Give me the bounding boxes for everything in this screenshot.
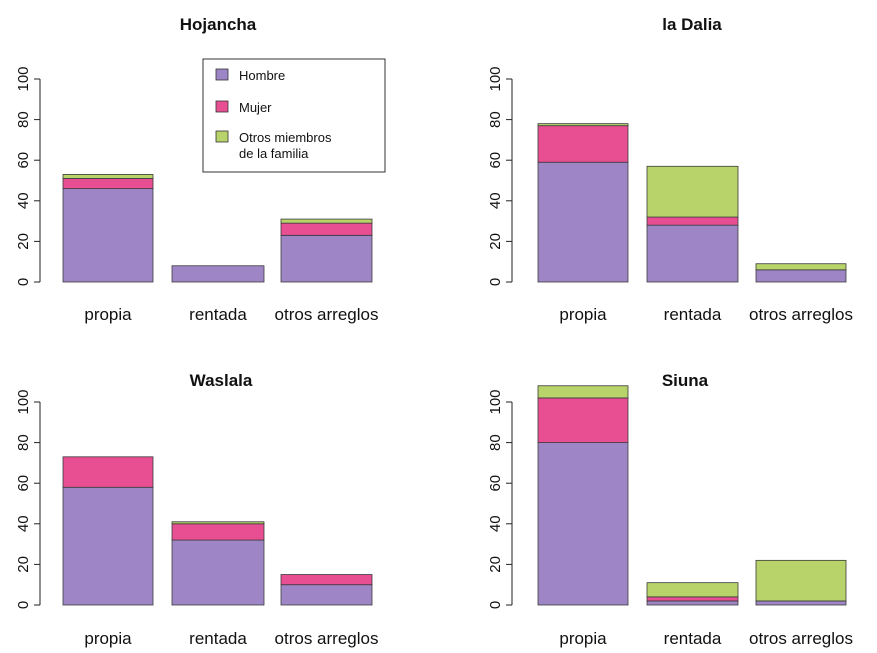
bar-segment-mujer [646, 596, 739, 602]
legend-label: de la familia [239, 146, 309, 161]
panel-title: la Dalia [662, 15, 722, 34]
chart-panel-1: Hojancha 0 20 40 60 80 100 propia rentada otros a… [15, 15, 378, 324]
chart-panel-4: Siuna 0 20 40 60 80 100 propia rentada otros arre… [487, 371, 853, 648]
bar-segment-otros [537, 123, 629, 127]
y-tick-label: 40 [487, 192, 504, 209]
bar-segment-hombre [755, 269, 847, 283]
category-label: otros arreglos [749, 629, 853, 648]
chart-panel-2: la Dalia 0 20 40 60 80 100 propia rentada otros a… [487, 15, 853, 324]
y-tick-label: 80 [15, 111, 32, 128]
bar-segment-hombre [755, 600, 847, 606]
bar-segment-hombre [171, 539, 265, 606]
y-tick-label: 40 [487, 515, 504, 532]
legend-label: Otros miembros [239, 130, 332, 145]
bar-segment-hombre [280, 584, 373, 606]
y-tick-label: 100 [15, 389, 32, 414]
legend-swatch-otros [215, 130, 229, 143]
category-label: rentada [189, 629, 247, 648]
bar-segment-mujer [537, 397, 629, 444]
y-tick-label: 40 [15, 515, 32, 532]
y-tick-label: 80 [487, 434, 504, 451]
bar-segment-otros [646, 582, 739, 598]
y-tick-label: 40 [15, 192, 32, 209]
bar-segment-mujer [62, 456, 154, 488]
chart-panel-3: Waslala 0 20 40 60 80 100 propia rentada otros ar… [15, 371, 378, 648]
y-tick-label: 20 [487, 556, 504, 573]
category-label: otros arreglos [275, 305, 379, 324]
legend-label: Hombre [239, 68, 285, 83]
y-tick-label: 60 [15, 475, 32, 492]
bar-segment-mujer [280, 222, 373, 236]
category-label: propia [559, 305, 607, 324]
legend-swatch-hombre [215, 68, 229, 81]
y-tick-label: 100 [487, 66, 504, 91]
bar-segment-hombre [62, 486, 154, 606]
category-label: propia [559, 629, 607, 648]
y-tick-label: 100 [487, 389, 504, 414]
y-tick-label: 0 [487, 278, 504, 286]
bar-segment-hombre [171, 265, 265, 283]
y-tick-label: 60 [15, 152, 32, 169]
category-label: rentada [664, 305, 722, 324]
y-tick-label: 80 [15, 434, 32, 451]
panel-title: Waslala [190, 371, 253, 390]
y-tick-label: 60 [487, 475, 504, 492]
bar-segment-mujer [646, 216, 739, 226]
legend-box [202, 58, 386, 173]
bar-segment-mujer [280, 574, 373, 586]
category-label: propia [84, 629, 132, 648]
bar-segment-hombre [646, 600, 739, 606]
category-label: otros arreglos [749, 305, 853, 324]
panel-title: Siuna [662, 371, 709, 390]
bar-segment-otros [62, 174, 154, 179]
y-tick-label: 0 [15, 278, 32, 286]
bar-segment-hombre [280, 234, 373, 283]
bar-segment-otros [537, 385, 629, 399]
category-label: rentada [664, 629, 722, 648]
bar-segment-otros [171, 521, 265, 525]
panel-title: Hojancha [180, 15, 257, 34]
bar-segment-mujer [62, 178, 154, 190]
bar-segment-hombre [537, 161, 629, 283]
y-tick-label: 20 [487, 233, 504, 250]
y-tick-label: 0 [15, 601, 32, 609]
category-label: otros arreglos [275, 629, 379, 648]
legend-swatch-mujer [215, 100, 229, 113]
bar-segment-hombre [62, 188, 154, 283]
bar-segment-otros [755, 559, 847, 602]
bar-segment-otros [646, 165, 739, 218]
bar-segment-otros [755, 263, 847, 271]
bar-segment-mujer [537, 125, 629, 163]
bar-segment-hombre [646, 224, 739, 283]
bar-segment-mujer [171, 523, 265, 541]
y-tick-label: 100 [15, 66, 32, 91]
y-tick-label: 20 [15, 556, 32, 573]
y-tick-label: 60 [487, 152, 504, 169]
y-tick-label: 0 [487, 601, 504, 609]
legend-label: Mujer [239, 100, 272, 115]
category-label: rentada [189, 305, 247, 324]
bar-segment-otros [280, 218, 373, 224]
y-tick-label: 80 [487, 111, 504, 128]
bar-segment-hombre [537, 442, 629, 606]
category-label: propia [84, 305, 132, 324]
y-tick-label: 20 [15, 233, 32, 250]
